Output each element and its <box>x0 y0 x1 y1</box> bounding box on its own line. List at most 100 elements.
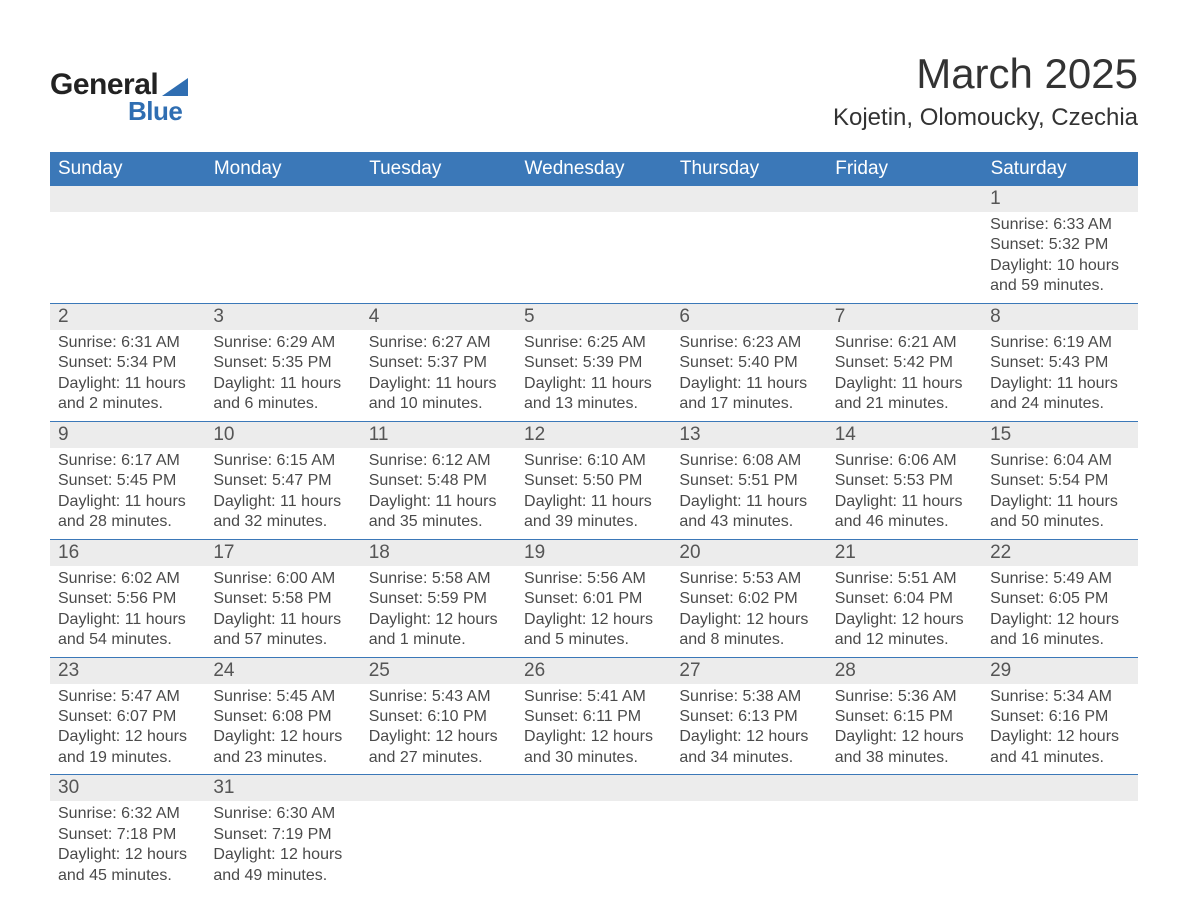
day-cell: 3Sunrise: 6:29 AMSunset: 5:35 PMDaylight… <box>205 303 360 421</box>
day-number: 17 <box>205 540 360 566</box>
day-cell: 16Sunrise: 6:02 AMSunset: 5:56 PMDayligh… <box>50 539 205 657</box>
day-cell: 31Sunrise: 6:30 AMSunset: 7:19 PMDayligh… <box>205 775 360 892</box>
week-row: 23Sunrise: 5:47 AMSunset: 6:07 PMDayligh… <box>50 657 1138 775</box>
day-details: Sunrise: 6:29 AMSunset: 5:35 PMDaylight:… <box>205 330 360 421</box>
day-cell: 21Sunrise: 5:51 AMSunset: 6:04 PMDayligh… <box>827 539 982 657</box>
day-details <box>671 212 826 282</box>
day-number: 10 <box>205 422 360 448</box>
day-details: Sunrise: 6:08 AMSunset: 5:51 PMDaylight:… <box>671 448 826 539</box>
day-number <box>361 775 516 801</box>
week-row: 1Sunrise: 6:33 AMSunset: 5:32 PMDaylight… <box>50 186 1138 303</box>
dow-header: Wednesday <box>516 152 671 186</box>
day-number: 15 <box>982 422 1137 448</box>
day-number: 18 <box>361 540 516 566</box>
day-cell: 5Sunrise: 6:25 AMSunset: 5:39 PMDaylight… <box>516 303 671 421</box>
day-cell <box>50 186 205 303</box>
day-details: Sunrise: 6:31 AMSunset: 5:34 PMDaylight:… <box>50 330 205 421</box>
logo-triangle-icon <box>162 78 188 96</box>
day-details: Sunrise: 6:33 AMSunset: 5:32 PMDaylight:… <box>982 212 1137 303</box>
day-number <box>671 775 826 801</box>
day-number: 14 <box>827 422 982 448</box>
day-number: 20 <box>671 540 826 566</box>
day-cell: 14Sunrise: 6:06 AMSunset: 5:53 PMDayligh… <box>827 421 982 539</box>
day-number: 16 <box>50 540 205 566</box>
day-details: Sunrise: 5:56 AMSunset: 6:01 PMDaylight:… <box>516 566 671 657</box>
day-cell: 13Sunrise: 6:08 AMSunset: 5:51 PMDayligh… <box>671 421 826 539</box>
day-number: 21 <box>827 540 982 566</box>
day-details <box>361 801 516 871</box>
day-number: 11 <box>361 422 516 448</box>
day-details: Sunrise: 5:34 AMSunset: 6:16 PMDaylight:… <box>982 684 1137 775</box>
dow-header: Monday <box>205 152 360 186</box>
day-number: 24 <box>205 658 360 684</box>
day-details: Sunrise: 5:45 AMSunset: 6:08 PMDaylight:… <box>205 684 360 775</box>
day-cell: 19Sunrise: 5:56 AMSunset: 6:01 PMDayligh… <box>516 539 671 657</box>
day-details: Sunrise: 6:30 AMSunset: 7:19 PMDaylight:… <box>205 801 360 892</box>
day-details: Sunrise: 6:15 AMSunset: 5:47 PMDaylight:… <box>205 448 360 539</box>
day-number: 29 <box>982 658 1137 684</box>
day-cell: 24Sunrise: 5:45 AMSunset: 6:08 PMDayligh… <box>205 657 360 775</box>
day-details: Sunrise: 6:21 AMSunset: 5:42 PMDaylight:… <box>827 330 982 421</box>
day-cell: 1Sunrise: 6:33 AMSunset: 5:32 PMDaylight… <box>982 186 1137 303</box>
dow-header: Saturday <box>982 152 1137 186</box>
day-cell <box>827 186 982 303</box>
dow-header: Thursday <box>671 152 826 186</box>
week-row: 16Sunrise: 6:02 AMSunset: 5:56 PMDayligh… <box>50 539 1138 657</box>
day-details: Sunrise: 6:19 AMSunset: 5:43 PMDaylight:… <box>982 330 1137 421</box>
day-number: 27 <box>671 658 826 684</box>
day-number: 13 <box>671 422 826 448</box>
day-number: 12 <box>516 422 671 448</box>
day-cell <box>982 775 1137 892</box>
calendar-head: SundayMondayTuesdayWednesdayThursdayFrid… <box>50 152 1138 186</box>
month-title: March 2025 <box>833 50 1138 98</box>
day-number: 4 <box>361 304 516 330</box>
day-details: Sunrise: 6:25 AMSunset: 5:39 PMDaylight:… <box>516 330 671 421</box>
day-details <box>671 801 826 871</box>
day-number <box>982 775 1137 801</box>
day-number: 28 <box>827 658 982 684</box>
day-details: Sunrise: 6:12 AMSunset: 5:48 PMDaylight:… <box>361 448 516 539</box>
day-cell <box>827 775 982 892</box>
day-cell: 26Sunrise: 5:41 AMSunset: 6:11 PMDayligh… <box>516 657 671 775</box>
day-cell: 29Sunrise: 5:34 AMSunset: 6:16 PMDayligh… <box>982 657 1137 775</box>
day-cell: 17Sunrise: 6:00 AMSunset: 5:58 PMDayligh… <box>205 539 360 657</box>
day-number <box>361 186 516 212</box>
day-details: Sunrise: 5:41 AMSunset: 6:11 PMDaylight:… <box>516 684 671 775</box>
day-number <box>827 186 982 212</box>
day-number: 6 <box>671 304 826 330</box>
day-cell: 25Sunrise: 5:43 AMSunset: 6:10 PMDayligh… <box>361 657 516 775</box>
day-cell: 20Sunrise: 5:53 AMSunset: 6:02 PMDayligh… <box>671 539 826 657</box>
day-number: 9 <box>50 422 205 448</box>
day-cell: 30Sunrise: 6:32 AMSunset: 7:18 PMDayligh… <box>50 775 205 892</box>
day-cell: 7Sunrise: 6:21 AMSunset: 5:42 PMDaylight… <box>827 303 982 421</box>
day-cell <box>671 775 826 892</box>
logo: General Blue <box>50 68 188 127</box>
day-number <box>205 186 360 212</box>
day-cell: 2Sunrise: 6:31 AMSunset: 5:34 PMDaylight… <box>50 303 205 421</box>
day-number <box>671 186 826 212</box>
day-cell: 6Sunrise: 6:23 AMSunset: 5:40 PMDaylight… <box>671 303 826 421</box>
day-number: 1 <box>982 186 1137 212</box>
day-number: 2 <box>50 304 205 330</box>
day-cell <box>361 775 516 892</box>
day-number <box>516 186 671 212</box>
day-cell: 22Sunrise: 5:49 AMSunset: 6:05 PMDayligh… <box>982 539 1137 657</box>
day-number: 5 <box>516 304 671 330</box>
day-cell: 11Sunrise: 6:12 AMSunset: 5:48 PMDayligh… <box>361 421 516 539</box>
dow-header: Tuesday <box>361 152 516 186</box>
day-cell <box>205 186 360 303</box>
location: Kojetin, Olomoucky, Czechia <box>833 104 1138 132</box>
day-cell <box>516 775 671 892</box>
day-cell: 23Sunrise: 5:47 AMSunset: 6:07 PMDayligh… <box>50 657 205 775</box>
day-details: Sunrise: 5:47 AMSunset: 6:07 PMDaylight:… <box>50 684 205 775</box>
day-number: 8 <box>982 304 1137 330</box>
day-details: Sunrise: 6:17 AMSunset: 5:45 PMDaylight:… <box>50 448 205 539</box>
day-details: Sunrise: 6:10 AMSunset: 5:50 PMDaylight:… <box>516 448 671 539</box>
day-number <box>827 775 982 801</box>
day-cell: 9Sunrise: 6:17 AMSunset: 5:45 PMDaylight… <box>50 421 205 539</box>
day-number: 23 <box>50 658 205 684</box>
day-details: Sunrise: 6:27 AMSunset: 5:37 PMDaylight:… <box>361 330 516 421</box>
day-cell: 4Sunrise: 6:27 AMSunset: 5:37 PMDaylight… <box>361 303 516 421</box>
week-row: 30Sunrise: 6:32 AMSunset: 7:18 PMDayligh… <box>50 775 1138 892</box>
day-details: Sunrise: 5:58 AMSunset: 5:59 PMDaylight:… <box>361 566 516 657</box>
